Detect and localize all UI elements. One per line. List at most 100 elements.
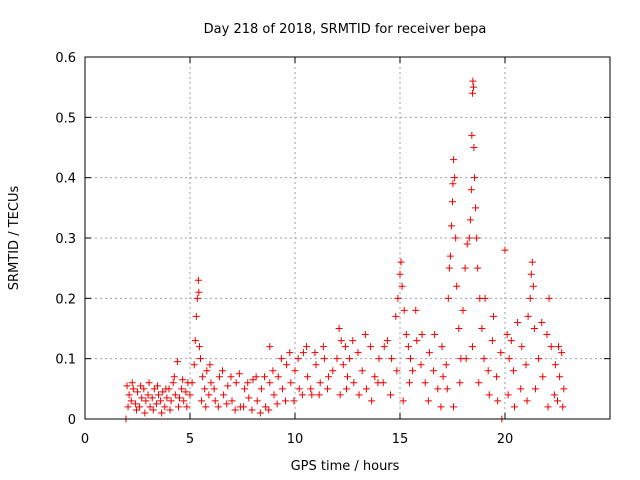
data-point — [220, 391, 228, 399]
data-point — [157, 397, 165, 405]
data-point — [307, 385, 315, 393]
data-point — [421, 379, 429, 387]
data-point — [324, 385, 332, 393]
data-point — [505, 355, 513, 363]
data-point — [507, 337, 515, 345]
data-point — [394, 294, 402, 302]
data-point — [240, 403, 248, 411]
data-point — [304, 373, 312, 381]
data-point — [439, 373, 447, 381]
data-point — [283, 361, 291, 369]
data-point — [368, 397, 376, 405]
data-point — [257, 385, 265, 393]
data-point — [137, 382, 145, 390]
data-point — [274, 373, 282, 381]
data-point — [197, 355, 204, 363]
data-point — [153, 382, 161, 390]
data-point — [418, 331, 426, 339]
data-point — [475, 379, 483, 387]
data-point — [152, 400, 160, 408]
data-point — [269, 367, 277, 375]
data-point — [150, 385, 158, 393]
data-point — [450, 156, 458, 164]
data-point — [223, 400, 231, 408]
data-point — [215, 373, 223, 381]
data-point — [245, 394, 253, 402]
data-point — [346, 355, 354, 363]
data-point — [558, 349, 566, 357]
data-point — [468, 131, 476, 139]
y-tick-label: 0.5 — [55, 111, 76, 126]
data-point — [319, 343, 327, 351]
data-point — [453, 282, 461, 290]
data-point — [180, 397, 188, 405]
data-point — [526, 294, 534, 302]
data-point — [252, 373, 260, 381]
data-point — [131, 400, 139, 408]
data-point — [517, 385, 525, 393]
data-point — [371, 373, 379, 381]
data-point — [535, 355, 543, 363]
data-point — [493, 373, 501, 381]
data-point — [470, 144, 478, 151]
data-point — [253, 397, 261, 405]
data-point — [277, 355, 285, 363]
data-point — [556, 373, 564, 381]
data-point — [539, 373, 547, 381]
data-point — [298, 391, 306, 399]
data-point — [148, 394, 156, 402]
data-point — [396, 270, 404, 278]
data-point — [400, 306, 408, 314]
data-point — [466, 216, 474, 224]
data-point — [190, 361, 198, 369]
data-points — [122, 77, 568, 423]
data-point — [244, 379, 252, 387]
data-point — [203, 367, 211, 375]
data-point — [136, 403, 144, 411]
data-point — [192, 312, 200, 320]
data-point — [299, 349, 307, 357]
data-point — [232, 379, 240, 387]
data-point — [178, 385, 186, 393]
data-point — [402, 331, 410, 339]
data-point — [183, 403, 191, 411]
data-point — [529, 282, 537, 290]
data-point — [471, 174, 479, 182]
data-point — [524, 312, 532, 320]
data-point — [497, 349, 505, 357]
data-point — [405, 379, 413, 387]
data-point — [161, 403, 169, 411]
data-point — [367, 343, 375, 351]
data-point — [144, 391, 152, 399]
data-point — [141, 409, 149, 417]
data-point — [134, 388, 141, 396]
data-point — [443, 385, 451, 393]
data-point — [286, 349, 294, 357]
data-point — [214, 403, 222, 411]
data-point — [278, 385, 286, 393]
data-point — [455, 325, 463, 332]
data-point — [354, 349, 362, 357]
data-point — [527, 270, 535, 278]
data-point — [462, 355, 470, 363]
data-point — [145, 379, 153, 387]
y-tick-label: 0.4 — [55, 172, 76, 187]
data-point — [273, 400, 281, 408]
data-point — [123, 382, 131, 390]
data-point — [472, 204, 480, 212]
data-point — [290, 397, 298, 405]
data-point — [341, 343, 349, 351]
x-tick-label: 0 — [81, 432, 89, 447]
grid-lines — [85, 57, 610, 419]
data-point — [361, 331, 369, 339]
data-point — [308, 391, 316, 399]
data-point — [413, 337, 421, 345]
data-point — [397, 258, 405, 266]
data-point — [559, 403, 567, 411]
data-point — [387, 391, 395, 399]
data-point — [211, 397, 219, 405]
data-point — [294, 355, 302, 363]
data-point — [451, 174, 459, 182]
data-point — [409, 367, 417, 375]
